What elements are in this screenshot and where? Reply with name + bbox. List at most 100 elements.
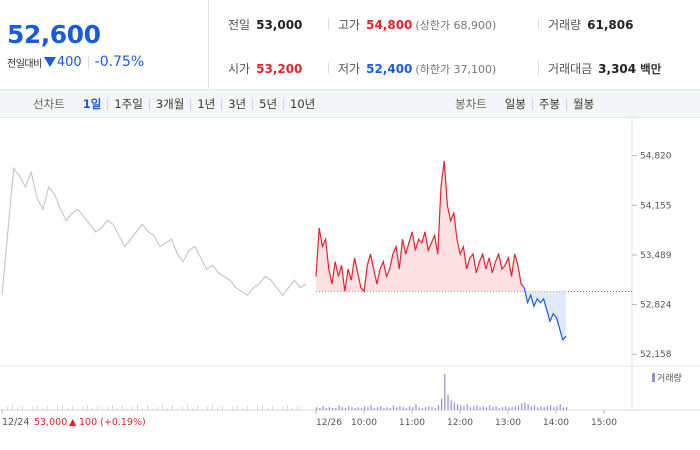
volume-bar	[367, 407, 369, 410]
volume-bar	[370, 405, 372, 410]
intraday-chart[interactable]: 54,820 54,155 53,489 52,824 52,158 12/26 10:0…	[0, 118, 700, 450]
volume-bar	[543, 407, 545, 410]
volume-bar	[517, 405, 520, 410]
y-tick-label: 54,155	[640, 201, 672, 211]
prev-volume-bar	[152, 409, 153, 410]
x-axis: 12/26 10:00 11:00 12:00 13:00 14:00 15:00	[1, 410, 617, 428]
prev-volume-bar	[272, 406, 273, 410]
volume-bar	[421, 408, 423, 410]
tab-5y[interactable]: 5년	[259, 97, 278, 111]
prev-volume-bar	[247, 406, 248, 410]
stats-grid: 전일 53,000 고가 54,800 (상한가 68,900) 거래량 61,…	[210, 0, 700, 90]
prev-volume-bar	[57, 407, 58, 410]
volume-bar	[540, 406, 542, 410]
tab-1y[interactable]: 1년	[197, 97, 216, 111]
volume-bar	[521, 403, 523, 410]
tab-daily-candle[interactable]: 일봉	[504, 97, 526, 111]
volume-bar	[415, 404, 417, 410]
volume-bar	[344, 408, 346, 410]
tab-monthly-candle[interactable]: 월봉	[573, 97, 595, 111]
prev-volume-bar	[132, 407, 133, 410]
tab-1d[interactable]: 1일	[82, 97, 102, 111]
divider	[283, 98, 285, 110]
divider	[148, 98, 150, 110]
divider	[538, 18, 539, 30]
stat-value: 53,200	[256, 62, 303, 76]
volume-bar	[418, 407, 420, 410]
stat-value: 52,400	[366, 62, 413, 76]
prev-day-close: 53,000	[34, 417, 67, 428]
prev-volume-bar	[202, 409, 203, 410]
prev-volume-bar	[292, 408, 293, 410]
today-down-price-line	[523, 287, 567, 342]
volume-bar	[511, 407, 513, 410]
x-tick-label: 12/26	[316, 418, 342, 428]
prev-volume-bar	[2, 409, 3, 410]
volume-legend: 거래량	[652, 372, 682, 384]
volume-bar	[386, 407, 388, 410]
stat-label: 고가	[338, 18, 361, 32]
divider	[252, 98, 254, 110]
volume-chart	[2, 374, 568, 410]
stat-volume: 거래량 61,806	[548, 16, 633, 33]
chart-grid	[0, 118, 700, 411]
price-lines	[1, 160, 567, 342]
up-fill-area	[316, 160, 525, 292]
volume-bar	[380, 406, 382, 410]
tab-10y[interactable]: 10년	[290, 97, 316, 111]
stat-label: 시가	[228, 62, 251, 76]
prev-volume-bar	[17, 408, 18, 410]
stat-label: 거래대금	[548, 62, 593, 76]
divider	[538, 62, 539, 74]
change-percent: -0.75%	[94, 54, 145, 70]
volume-bar	[492, 407, 494, 410]
prev-volume-bar	[92, 408, 93, 410]
candle-chart-tabs: 봉차트 일봉 주봉 월봉	[455, 90, 600, 118]
prev-volume-bar	[222, 406, 223, 410]
price-fill-area	[316, 160, 566, 340]
prev-volume-bar	[212, 405, 213, 410]
prev-volume-bar	[52, 409, 53, 410]
x-tick-label: 10:00	[351, 418, 377, 428]
prev-volume-bar	[102, 409, 103, 410]
volume-bar	[566, 407, 568, 410]
down-fill-area	[524, 287, 566, 340]
volume-bar	[396, 407, 398, 410]
today-up-price-line	[315, 160, 525, 293]
previous-day-price-line	[1, 166, 307, 297]
volume-bar	[550, 405, 552, 410]
prev-volume-bar	[162, 405, 163, 410]
prev-volume-bar	[32, 407, 33, 410]
stat-value: 54,800	[366, 18, 413, 32]
prev-volume-bar	[47, 406, 48, 410]
volume-bar	[537, 407, 539, 410]
volume-bar	[399, 406, 401, 410]
volume-bar	[463, 406, 465, 410]
volume-bar	[341, 407, 343, 410]
divider	[190, 98, 192, 110]
prev-volume-bar	[42, 408, 43, 410]
volume-bar	[408, 406, 411, 410]
tab-weekly-candle[interactable]: 주봉	[538, 97, 561, 111]
volume-bar	[328, 407, 330, 410]
volume-bar	[527, 404, 529, 410]
volume-bar	[360, 408, 363, 410]
volume-bar	[428, 406, 430, 410]
volume-bar	[457, 404, 459, 410]
volume-bar	[357, 407, 359, 410]
tab-1w[interactable]: 1주일	[114, 97, 143, 111]
change-label: 전일대비	[7, 58, 42, 70]
x-tick-label: 14:00	[543, 418, 569, 428]
prev-volume-bar	[192, 408, 193, 410]
volume-bar	[473, 406, 475, 410]
up-arrow-icon: ▲	[69, 417, 77, 428]
prev-volume-bar	[237, 405, 238, 410]
volume-bar	[444, 374, 446, 410]
tab-3m[interactable]: 3개월	[155, 97, 185, 111]
divider	[221, 98, 223, 110]
y-axis: 54,820 54,155 53,489 52,824 52,158	[632, 152, 672, 360]
tab-3y[interactable]: 3년	[228, 97, 247, 111]
volume-bar	[405, 408, 407, 410]
stat-label: 저가	[338, 62, 361, 76]
prev-volume-bar	[122, 406, 123, 410]
